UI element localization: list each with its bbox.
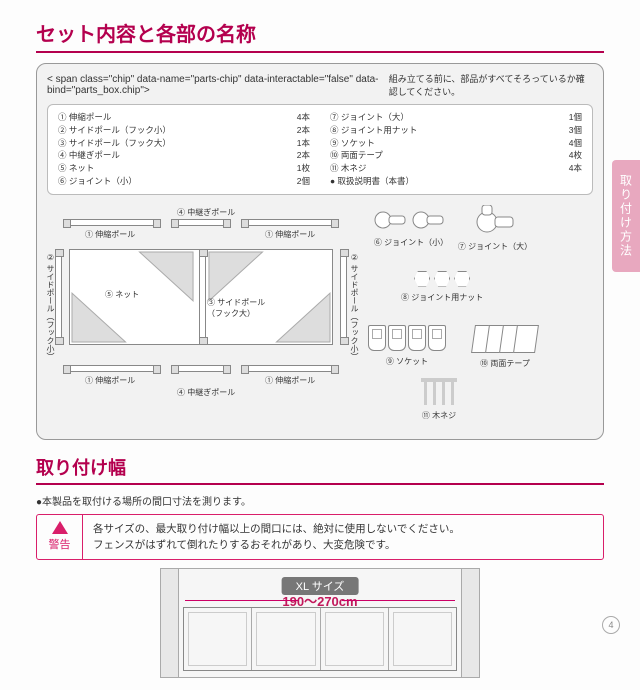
parts-box: < span class="chip" data-name="parts-chi… (36, 63, 604, 440)
parts-list-row: ⑪ 木ネジ4本 (330, 162, 582, 175)
parts-note: 組み立てる前に、部品がすべてそろっているか確認してください。 (389, 72, 593, 98)
parts-list-row: ① 伸縮ポール4本 (58, 111, 310, 124)
parts-list-row: ⑧ ジョイント用ナット3個 (330, 124, 582, 137)
parts-list-row: ② サイドポール（フック小）2本 (58, 124, 310, 137)
parts-list-row: ③ サイドポール（フック大）1本 (58, 137, 310, 150)
warning-text: 各サイズの、最大取り付け幅以上の間口には、絶対に使用しないでください。 フェンス… (83, 515, 603, 560)
parts-list-row: ⑤ ネット1枚 (58, 162, 310, 175)
parts-list-row: ⑥ ジョイント（小）2個 (58, 175, 310, 188)
parts-list-row: ⑩ 両面テープ4枚 (330, 149, 582, 162)
parts-list-row: ⑦ ジョイント（大）1個 (330, 111, 582, 124)
heading-install-width: 取り付け幅 (36, 454, 604, 485)
parts-list: ① 伸縮ポール4本② サイドポール（フック小）2本③ サイドポール（フック大）1… (47, 104, 593, 195)
parts-list-row: ④ 中継ぎポール2本 (58, 149, 310, 162)
warning-box: 警告 各サイズの、最大取り付け幅以上の間口には、絶対に使用しないでください。 フ… (36, 514, 604, 561)
parts-list-row: ⑨ ソケット4個 (330, 137, 582, 150)
width-figure: XL サイズ 190～270cm (160, 568, 480, 678)
size-range: 190～270cm (185, 593, 455, 607)
parts-diagram: ① 伸縮ポール ④ 中継ぎポール ① 伸縮ポール ② サイドポール（フック小） … (47, 201, 593, 429)
page-number: 4 (602, 616, 620, 634)
warning-triangle-icon (52, 521, 68, 534)
width-point: ●本製品を取付ける場所の間口寸法を測ります。 (36, 493, 604, 508)
side-tab: 取り付け方法 (612, 160, 640, 272)
heading-set-contents: セット内容と各部の名称 (36, 18, 604, 53)
parts-list-row: ● 取扱説明書（本書） (330, 175, 582, 188)
warning-label: 警告 (49, 536, 71, 552)
